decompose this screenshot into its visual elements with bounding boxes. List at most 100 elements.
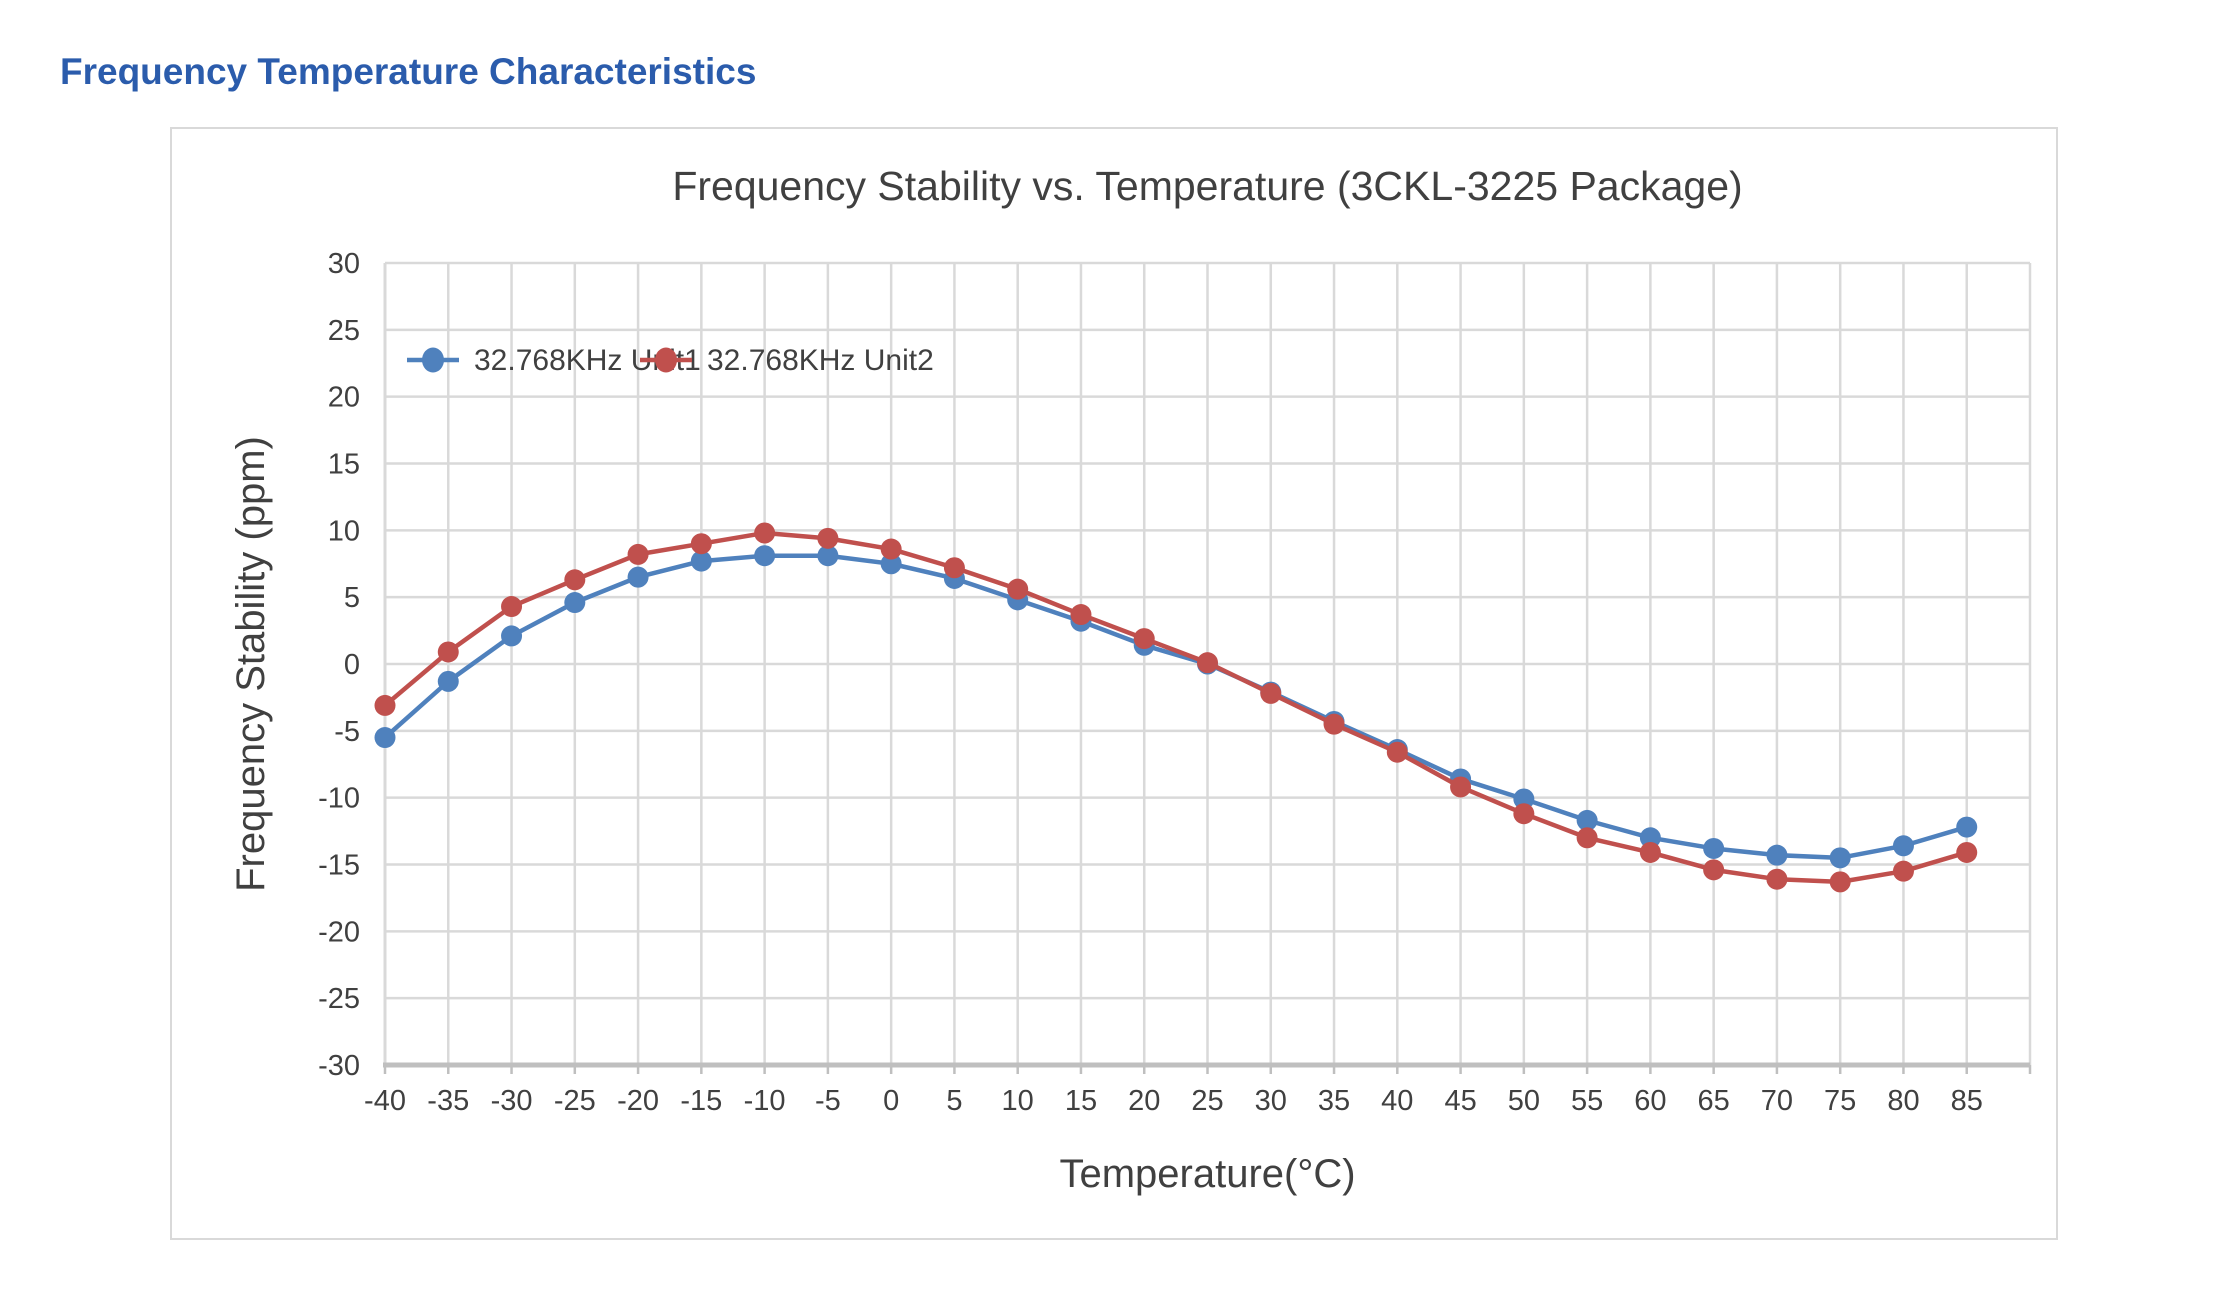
y-tick-label: -20 <box>318 916 360 948</box>
y-tick-label: 0 <box>344 649 360 681</box>
x-tick-label: -15 <box>680 1085 722 1117</box>
x-tick-label: 85 <box>1951 1085 1983 1117</box>
x-tick-label: 20 <box>1128 1085 1160 1117</box>
x-tick-label: 40 <box>1381 1085 1413 1117</box>
y-tick-label: 10 <box>328 515 360 547</box>
series-2-marker <box>690 533 712 555</box>
series-1-marker <box>754 545 776 567</box>
series-1 <box>374 545 1978 869</box>
series-2-line <box>383 530 1968 885</box>
series-1-marker <box>437 670 459 692</box>
x-tick-label: -30 <box>491 1085 533 1117</box>
x-tick-labels: -40 -35 -30 -25 -20 -15 -10 -5 0 5 10 15 20 25 30 35 40 4… <box>364 1085 1983 1117</box>
x-tick-label: 10 <box>1002 1085 1034 1117</box>
x-tick-label: 45 <box>1444 1085 1476 1117</box>
x-tick-label: 35 <box>1318 1085 1350 1117</box>
chart-canvas: -40 -35 -30 -25 -20 -15 -10 -5 0 5 10 15 20 25 30 35 40 4… <box>229 163 2032 1196</box>
series-2-marker <box>943 557 965 579</box>
series-2-marker <box>1766 868 1788 890</box>
series-2-marker <box>754 522 776 544</box>
series-2-marker <box>501 596 523 618</box>
series-1-marker <box>501 625 523 647</box>
legend-item-2[interactable]: 32.768KHz Unit2 <box>640 344 934 377</box>
series-2-marker <box>880 538 902 560</box>
series-1-marker <box>1703 837 1725 859</box>
y-tick-label: 25 <box>328 315 360 347</box>
x-axis-title: Temperature(°C) <box>1059 1152 1355 1196</box>
series-1-marker <box>817 545 839 567</box>
x-tick-label: -10 <box>744 1085 786 1117</box>
x-tick-label: 55 <box>1571 1085 1603 1117</box>
y-tick-label: -5 <box>334 716 360 748</box>
series-1-marker <box>690 550 712 572</box>
x-tick-label: 80 <box>1887 1085 1919 1117</box>
series-1-marker <box>1829 847 1851 869</box>
legend-marker-icon <box>422 347 444 373</box>
x-tick-label: 50 <box>1508 1085 1540 1117</box>
y-tick-label: 15 <box>328 449 360 481</box>
x-tick-label: 5 <box>946 1085 962 1117</box>
y-tick-label: -30 <box>318 1050 360 1082</box>
series-2-marker <box>1956 841 1978 863</box>
series-2-marker <box>1513 803 1535 825</box>
series-2-marker <box>1892 860 1914 882</box>
series-2-marker <box>1829 871 1851 893</box>
series-2-marker <box>374 694 396 716</box>
series-2-marker <box>627 543 649 565</box>
x-tick-label: -35 <box>427 1085 469 1117</box>
series-2-marker <box>1260 682 1282 704</box>
series-2-marker <box>1070 604 1092 626</box>
legend-label: 32.768KHz Unit2 <box>707 344 934 377</box>
chart-title: Frequency Stability vs. Temperature (3CK… <box>672 163 1742 209</box>
series-2 <box>374 522 1978 893</box>
series-2-marker <box>437 641 459 663</box>
y-tick-label: -15 <box>318 850 360 882</box>
y-tick-label: -10 <box>318 783 360 815</box>
series-1-marker <box>374 727 396 749</box>
series-2-marker <box>1323 713 1345 735</box>
y-tick-label: 5 <box>344 582 360 614</box>
series-1-marker <box>1513 788 1535 810</box>
x-tick-label: 15 <box>1065 1085 1097 1117</box>
series-1-marker <box>627 566 649 588</box>
x-tick-label: 30 <box>1255 1085 1287 1117</box>
series-2-marker <box>1639 841 1661 863</box>
series-1-marker <box>880 553 902 575</box>
y-tick-label: 20 <box>328 382 360 414</box>
series-1-marker <box>1956 816 1978 838</box>
x-tick-label: 75 <box>1824 1085 1856 1117</box>
page-title: Frequency Temperature Characteristics <box>60 50 757 92</box>
x-tick-label: -25 <box>554 1085 596 1117</box>
series-2-marker <box>1007 578 1029 600</box>
y-tick-label: 30 <box>328 248 360 280</box>
series-1-line <box>383 553 1968 861</box>
legend: 32.768KHz Unit1 32.768KHz Unit2 <box>407 344 934 377</box>
x-tick-label: -40 <box>364 1085 406 1117</box>
series-1-marker <box>1576 809 1598 831</box>
x-tick-label: 70 <box>1761 1085 1793 1117</box>
legend-marker-icon <box>655 347 677 373</box>
series-2-marker <box>1133 628 1155 650</box>
x-tick-label: -20 <box>617 1085 659 1117</box>
series-2-marker <box>1576 827 1598 849</box>
series-1-marker <box>1639 827 1661 849</box>
series-2-marker <box>1703 859 1725 881</box>
series-2-marker <box>1197 652 1218 674</box>
x-tick-label: 65 <box>1698 1085 1730 1117</box>
series-2-marker <box>1450 776 1472 798</box>
series-2-marker <box>817 527 839 549</box>
x-tick-label: -5 <box>815 1085 841 1117</box>
series-1-marker <box>1892 835 1914 857</box>
series-1-marker <box>1766 844 1788 866</box>
series-2-marker <box>1386 741 1408 763</box>
x-tick-label: 25 <box>1191 1085 1223 1117</box>
x-tick-label: 60 <box>1634 1085 1666 1117</box>
x-tick-label: 0 <box>883 1085 899 1117</box>
series-1-marker <box>564 592 586 614</box>
y-axis-title: Frequency Stability (ppm) <box>229 436 273 892</box>
y-tick-labels: 30 25 20 15 10 5 0 -5 -10 -15 -20 -25 -30 <box>318 248 360 1082</box>
series-2-marker <box>564 569 586 591</box>
chart-container: -40 -35 -30 -25 -20 -15 -10 -5 0 5 10 15 20 25 30 35 40 4… <box>170 127 2058 1240</box>
y-tick-label: -25 <box>318 983 360 1015</box>
